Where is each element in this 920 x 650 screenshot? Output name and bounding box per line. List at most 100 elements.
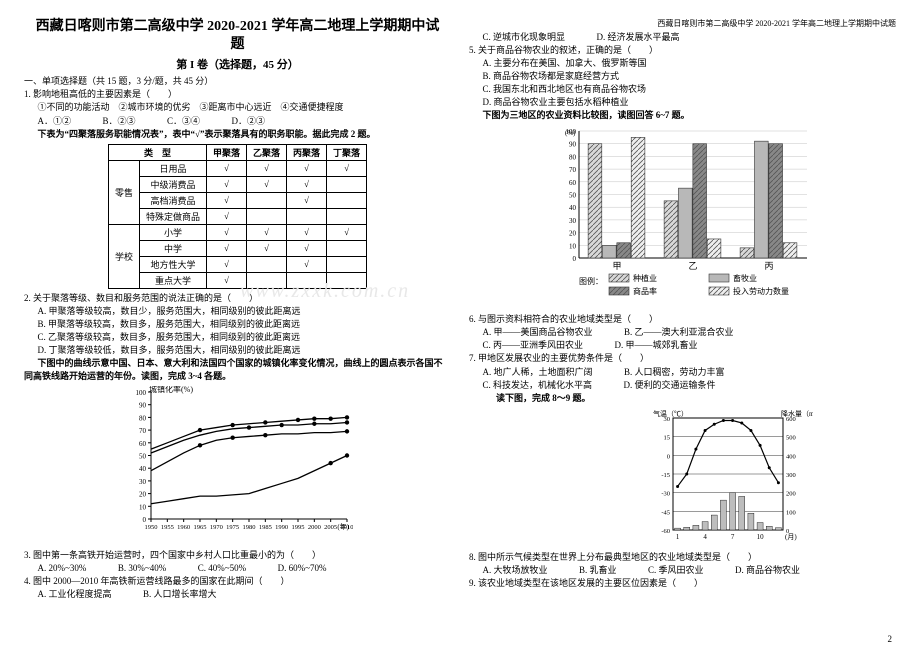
q3-a: A. 20%~30% <box>24 562 86 575</box>
svg-text:图例：: 图例： <box>579 276 603 286</box>
svg-text:-45: -45 <box>661 509 670 516</box>
q5-b: B. 商品谷物农场都是家庭经营方式 <box>469 70 896 83</box>
q5-a: A. 主要分布在美国、加拿大、俄罗斯等国 <box>469 57 896 70</box>
agri-bar-chart: 0102030405060708090100(%)甲乙丙图例：种植业畜牧业商品率… <box>469 125 896 310</box>
svg-text:1950: 1950 <box>144 524 157 531</box>
bar-intro: 下图为三地区的农业资料比较图，读图回答 6~7 题。 <box>469 109 896 122</box>
svg-text:1980: 1980 <box>242 524 255 531</box>
q4-options: A. 工业化程度提高 B. 人口增长率增大 <box>24 588 451 601</box>
q8-b: B. 乳畜业 <box>566 564 617 577</box>
q6-c: C. 丙——亚洲季风田农业 <box>469 339 583 352</box>
svg-text:2000: 2000 <box>307 524 320 531</box>
svg-text:20: 20 <box>139 491 147 499</box>
q6-d: D. 甲——城郊乳畜业 <box>601 339 698 352</box>
svg-text:投入劳动力数量: 投入劳动力数量 <box>733 286 789 296</box>
svg-text:60: 60 <box>569 179 577 187</box>
svg-text:0: 0 <box>142 516 146 524</box>
svg-text:30: 30 <box>139 478 147 486</box>
svg-text:7: 7 <box>730 533 734 541</box>
svg-text:0: 0 <box>666 453 669 460</box>
q3-d: D. 60%~70% <box>264 562 326 575</box>
q4-c: C. 逆城市化现象明显 <box>469 31 565 44</box>
q3-c: C. 40%~50% <box>184 562 246 575</box>
svg-text:80: 80 <box>569 154 577 162</box>
q5-d: D. 商品谷物农业主要包括水稻种植业 <box>469 96 896 109</box>
urbanization-chart: 城镇化率(%)010203040506070809010019501955196… <box>24 386 451 546</box>
svg-text:丙: 丙 <box>764 261 773 271</box>
svg-text:(%): (%) <box>565 129 576 137</box>
q2-d: D. 丁聚落等级较低，数目多，服务范围大，相同级别的彼此距离远 <box>24 344 451 357</box>
left-column: 西藏日喀则市第二高级中学 2020-2021 学年高二地理上学期期中试 题 第 … <box>24 18 451 642</box>
svg-text:70: 70 <box>139 427 147 435</box>
climate-chart: -60-45-30-150153001002003004005006001471… <box>559 408 896 548</box>
q4-d: D. 经济发展水平最高 <box>583 31 680 44</box>
svg-text:90: 90 <box>139 402 147 410</box>
q7: 7. 甲地区发展农业的主要优势条件是（ ） <box>469 352 896 365</box>
svg-text:商品率: 商品率 <box>633 286 657 296</box>
q8: 8. 图中所示气候类型在世界上分布最典型地区的农业地域类型是（ ） <box>469 551 896 564</box>
svg-text:200: 200 <box>786 490 796 497</box>
svg-text:1975: 1975 <box>226 524 239 531</box>
svg-text:1: 1 <box>675 533 679 541</box>
svg-text:甲: 甲 <box>612 261 621 271</box>
q1-opt-d: D．②③ <box>218 115 265 128</box>
q3-options: A. 20%~30% B. 30%~40% C. 40%~50% D. 60%~… <box>24 562 451 575</box>
svg-text:40: 40 <box>139 465 147 473</box>
table-intro: 下表为“四聚落服务职能情况表”，表中“√”表示聚落具有的职务职能。据此完成 2 … <box>24 128 451 141</box>
svg-text:60: 60 <box>139 440 147 448</box>
svg-text:降水量（mm）: 降水量（mm） <box>781 409 813 418</box>
svg-text:1960: 1960 <box>177 524 190 531</box>
svg-text:1985: 1985 <box>258 524 271 531</box>
svg-text:50: 50 <box>569 192 577 200</box>
svg-text:-15: -15 <box>661 472 670 479</box>
svg-text:70: 70 <box>569 166 577 174</box>
svg-text:90: 90 <box>569 141 577 149</box>
svg-text:10: 10 <box>756 533 764 541</box>
q6-row1: A. 甲——美国商品谷物农业 B. 乙——澳大利亚混合农业 <box>469 326 896 339</box>
svg-text:50: 50 <box>139 452 147 460</box>
svg-text:气温（℃）: 气温（℃） <box>653 409 688 418</box>
svg-text:30: 30 <box>569 217 577 225</box>
svg-text:100: 100 <box>786 509 796 516</box>
climate-intro: 读下图，完成 8～9 题。 <box>469 392 896 405</box>
svg-text:100: 100 <box>135 389 146 397</box>
svg-text:80: 80 <box>139 414 147 422</box>
q1-opt-c: C．③④ <box>154 115 201 128</box>
svg-text:1995: 1995 <box>291 524 304 531</box>
svg-text:(年): (年) <box>337 522 349 531</box>
q4: 4. 图中 2000—2010 年高铁新运营线路最多的国家在此期间（ ） <box>24 575 451 588</box>
q8-c: C. 季风田农业 <box>635 564 704 577</box>
q7-row1: A. 地广人稀，土地面积广阔 B. 人口稠密，劳动力丰富 <box>469 366 896 379</box>
svg-text:40: 40 <box>569 205 577 213</box>
q8-d: D. 商品谷物农业 <box>722 564 801 577</box>
svg-text:-60: -60 <box>661 528 670 535</box>
q6: 6. 与图示资料相符合的农业地域类型是（ ） <box>469 313 896 326</box>
section-1-head: 一、单项选择题（共 15 题，3 分/题，共 45 分） <box>24 75 451 88</box>
q2-c: C. 乙聚落等级较高，数目多，服务范围大，相同级别的彼此距离远 <box>24 331 451 344</box>
q2: 2. 关于聚落等级、数目和服务范围的说法正确的是（ ） <box>24 292 451 305</box>
svg-text:300: 300 <box>786 472 796 479</box>
q2-b: B. 甲聚落等级较高，数目多，服务范围大，相同级别的彼此距离远 <box>24 318 451 331</box>
q6-a: A. 甲——美国商品谷物农业 <box>469 326 593 339</box>
chart1-intro: 下图中的曲线示意中国、日本、意大利和法国四个国家的城镇化率变化情况，曲线上的圆点… <box>24 357 451 383</box>
svg-text:500: 500 <box>786 434 796 441</box>
q4-b: B. 人口增长率增大 <box>130 588 217 601</box>
q6-b: B. 乙——澳大利亚混合农业 <box>611 326 734 339</box>
svg-text:乙: 乙 <box>688 261 697 271</box>
svg-text:1970: 1970 <box>209 524 222 531</box>
q3-b: B. 30%~40% <box>104 562 166 575</box>
q8-a: A. 大牧场放牧业 <box>469 564 548 577</box>
q4-options-cont: C. 逆城市化现象明显 D. 经济发展水平最高 <box>469 31 896 44</box>
svg-text:0: 0 <box>572 255 576 263</box>
part-1-heading: 第 I 卷（选择题，45 分） <box>24 56 451 72</box>
q5: 5. 关于商品谷物农业的叙述，正确的是（ ） <box>469 44 896 57</box>
svg-text:畜牧业: 畜牧业 <box>733 273 757 283</box>
q1-opt-a: A．①② <box>24 115 71 128</box>
q7-d: D. 便利的交通运输条件 <box>610 379 716 392</box>
exam-title-1: 西藏日喀则市第二高级中学 2020-2021 学年高二地理上学期期中试 <box>24 18 451 36</box>
svg-text:(月): (月) <box>785 533 797 541</box>
q3: 3. 图中第一条高铁开始运营时，四个国家中乡村人口比重最小的为（ ） <box>24 549 451 562</box>
svg-text:1955: 1955 <box>160 524 173 531</box>
q9: 9. 该农业地域类型在该地区发展的主要区位因素是（ ） <box>469 577 896 590</box>
svg-text:城镇化率(%): 城镇化率(%) <box>149 386 193 394</box>
